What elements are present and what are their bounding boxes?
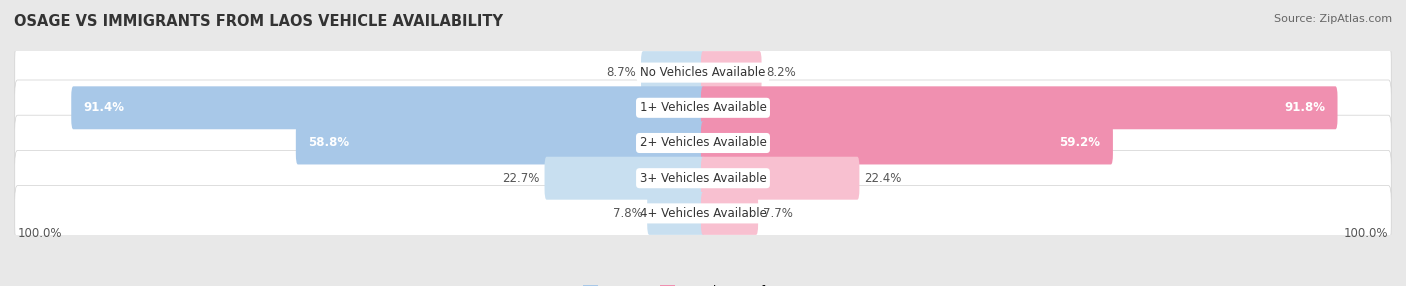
Text: 100.0%: 100.0% (17, 227, 62, 240)
FancyBboxPatch shape (14, 186, 1392, 241)
Text: 58.8%: 58.8% (308, 136, 349, 150)
Legend: Osage, Immigrants from Laos: Osage, Immigrants from Laos (583, 285, 823, 286)
FancyBboxPatch shape (544, 157, 704, 200)
Text: 4+ Vehicles Available: 4+ Vehicles Available (640, 207, 766, 220)
Text: No Vehicles Available: No Vehicles Available (640, 66, 766, 79)
Text: 91.8%: 91.8% (1284, 101, 1324, 114)
FancyBboxPatch shape (14, 115, 1392, 171)
Text: 22.4%: 22.4% (865, 172, 901, 185)
Text: 2+ Vehicles Available: 2+ Vehicles Available (640, 136, 766, 150)
FancyBboxPatch shape (14, 45, 1392, 100)
Text: 59.2%: 59.2% (1060, 136, 1101, 150)
FancyBboxPatch shape (702, 192, 758, 235)
FancyBboxPatch shape (641, 51, 704, 94)
FancyBboxPatch shape (14, 80, 1392, 136)
Text: 91.4%: 91.4% (83, 101, 125, 114)
Text: 8.7%: 8.7% (606, 66, 636, 79)
FancyBboxPatch shape (14, 150, 1392, 206)
FancyBboxPatch shape (72, 86, 704, 129)
Text: 22.7%: 22.7% (502, 172, 540, 185)
Text: 100.0%: 100.0% (1344, 227, 1389, 240)
FancyBboxPatch shape (702, 86, 1337, 129)
FancyBboxPatch shape (295, 122, 704, 164)
FancyBboxPatch shape (702, 122, 1114, 164)
FancyBboxPatch shape (702, 51, 762, 94)
Text: 8.2%: 8.2% (766, 66, 796, 79)
Text: OSAGE VS IMMIGRANTS FROM LAOS VEHICLE AVAILABILITY: OSAGE VS IMMIGRANTS FROM LAOS VEHICLE AV… (14, 14, 503, 29)
FancyBboxPatch shape (702, 157, 859, 200)
Text: Source: ZipAtlas.com: Source: ZipAtlas.com (1274, 14, 1392, 24)
Text: 1+ Vehicles Available: 1+ Vehicles Available (640, 101, 766, 114)
Text: 7.7%: 7.7% (763, 207, 793, 220)
FancyBboxPatch shape (647, 192, 704, 235)
Text: 7.8%: 7.8% (613, 207, 643, 220)
Text: 3+ Vehicles Available: 3+ Vehicles Available (640, 172, 766, 185)
